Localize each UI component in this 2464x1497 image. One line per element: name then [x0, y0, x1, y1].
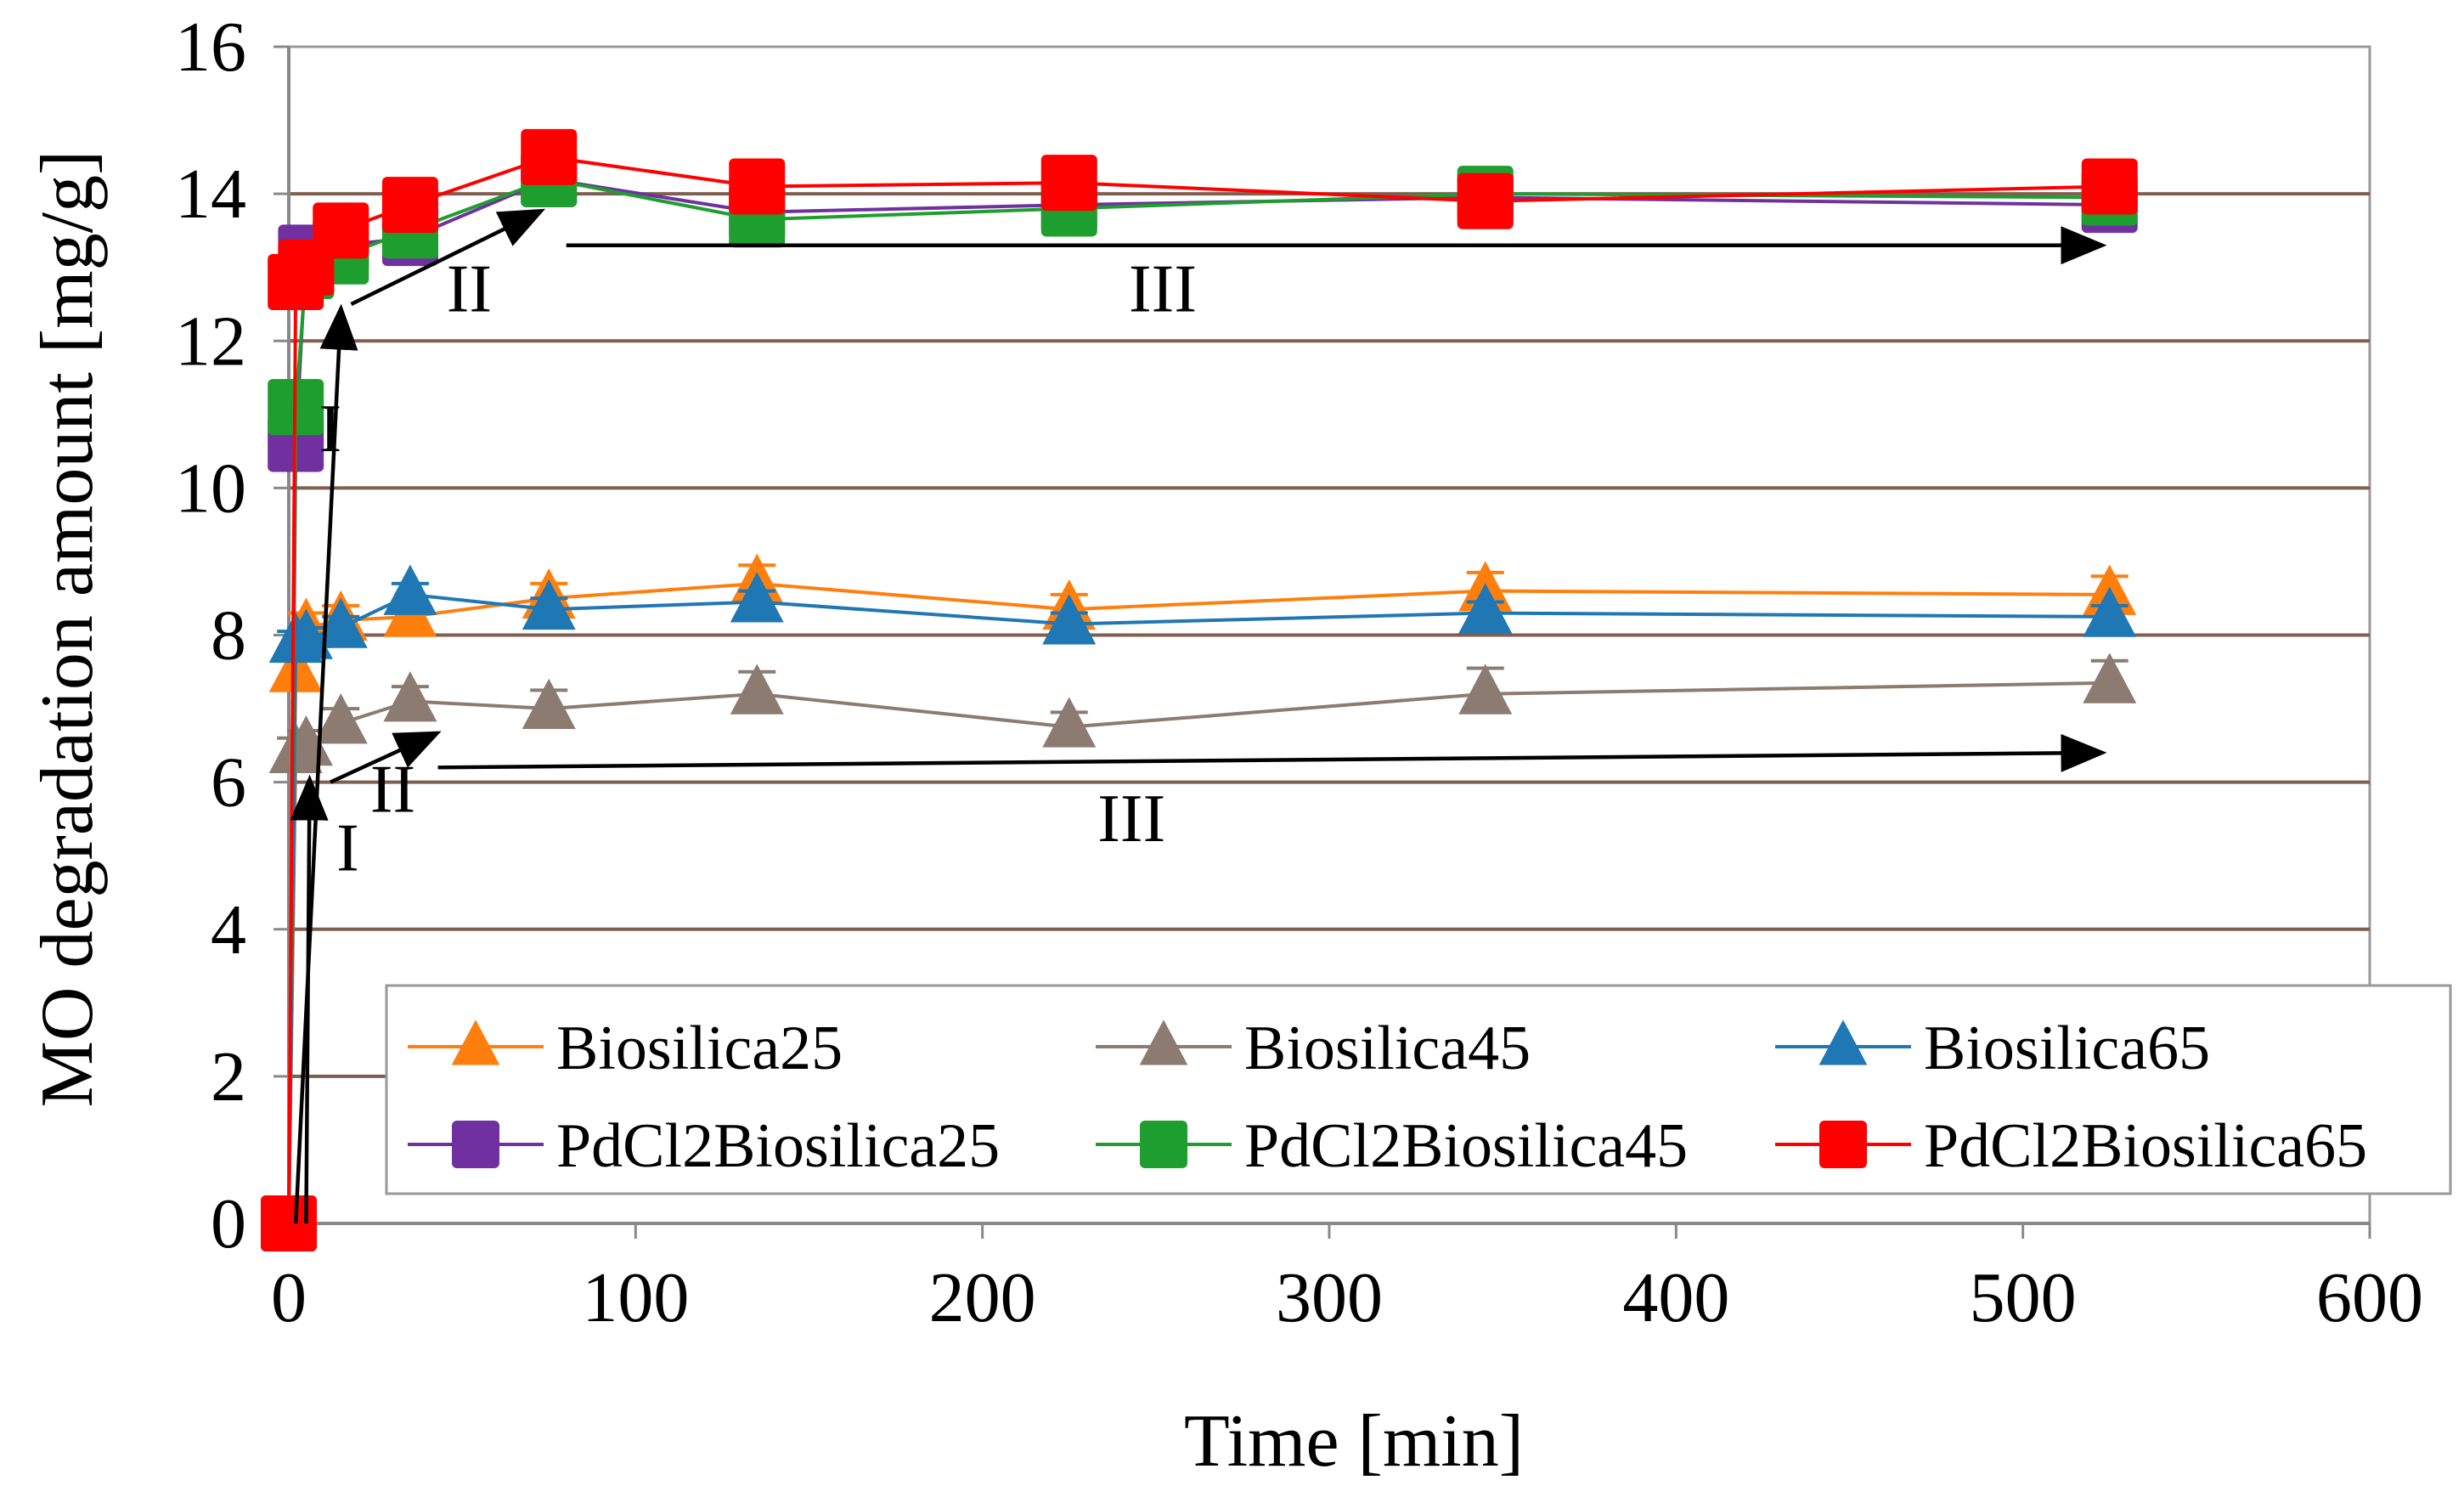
phase-label: I	[319, 392, 342, 466]
series-PdCl2Biosilica65	[261, 128, 2138, 1251]
legend-box	[385, 984, 2452, 1195]
data-point	[313, 597, 368, 648]
x-tick-label: 0	[271, 1258, 307, 1337]
data-point	[2083, 586, 2137, 637]
legend-item: PdCl2Biosilica25	[408, 1111, 1000, 1181]
data-series	[261, 128, 2138, 1251]
data-point	[729, 158, 786, 215]
legend-label: Biosilica65	[1924, 1014, 2210, 1083]
phase-arrow	[437, 733, 2107, 772]
data-point	[522, 678, 576, 730]
data-point	[381, 177, 438, 234]
data-point	[521, 128, 578, 185]
data-point	[730, 664, 784, 715]
phase-label: II	[370, 752, 415, 827]
x-tick-label: 200	[929, 1258, 1036, 1337]
legend-item: PdCl2Biosilica65	[1775, 1111, 2367, 1181]
legend: Biosilica25 Biosilica45 Biosilica65 PdCl2Bi…	[385, 984, 2452, 1195]
legend-label: PdCl2Biosilica45	[1244, 1111, 1688, 1181]
data-point	[1040, 155, 1097, 212]
axes: 0 2 4 6 8 10 12 14 16 0 100 200 300 400 500 600	[175, 8, 2423, 1337]
legend-item: Biosilica45	[1096, 1014, 1531, 1083]
data-point	[1458, 664, 1513, 715]
y-tick-label: 8	[211, 596, 246, 675]
data-point	[2081, 158, 2138, 215]
legend-marker	[1818, 1020, 1868, 1065]
legend-marker	[1819, 1121, 1867, 1168]
legend-label: PdCl2Biosilica25	[556, 1111, 1000, 1181]
data-point	[313, 693, 368, 744]
data-point	[1042, 594, 1097, 645]
legend-item: PdCl2Biosilica45	[1096, 1111, 1688, 1181]
legend-marker	[452, 1121, 499, 1168]
legend-marker	[1139, 1020, 1188, 1065]
x-tick-label: 600	[2316, 1258, 2423, 1337]
phase-arrow	[290, 774, 329, 1224]
y-tick-label: 6	[211, 743, 246, 822]
data-point	[2083, 652, 2137, 703]
y-tick-label: 16	[175, 8, 246, 87]
legend-label: Biosilica45	[1244, 1014, 1531, 1083]
legend-item: Biosilica25	[408, 1014, 843, 1083]
data-point	[383, 564, 437, 615]
legend-label: PdCl2Biosilica65	[1924, 1111, 2367, 1181]
phase-arrow	[350, 208, 546, 306]
phase-arrow	[293, 303, 358, 1224]
phase-label: I	[336, 811, 359, 886]
x-tick-label: 500	[1970, 1258, 2077, 1337]
data-point	[383, 671, 437, 722]
legend-marker	[1140, 1121, 1187, 1168]
y-axis-title: MO degradation amount [mg/g]	[26, 150, 109, 1108]
data-point	[1042, 697, 1097, 748]
y-tick-label: 10	[175, 449, 246, 528]
x-tick-label: 400	[1622, 1258, 1729, 1337]
x-tick-label: 100	[582, 1258, 689, 1337]
y-tick-label: 0	[211, 1184, 246, 1263]
x-tick-label: 300	[1276, 1258, 1383, 1337]
data-point	[730, 572, 784, 623]
data-point	[1457, 172, 1514, 229]
x-axis-title: Time [min]	[1184, 1400, 1524, 1483]
y-tick-label: 14	[175, 155, 246, 234]
data-point	[522, 579, 576, 630]
phase-label: III	[1097, 782, 1165, 856]
series-Biosilica65	[262, 564, 2137, 1244]
y-tick-label: 4	[211, 890, 246, 969]
phase-label: II	[447, 252, 492, 327]
phase-label: III	[1129, 252, 1197, 327]
phase-arrow	[330, 731, 442, 784]
data-point	[261, 1195, 317, 1251]
data-point	[313, 202, 369, 259]
legend-item: Biosilica65	[1775, 1014, 2210, 1083]
y-tick-label: 2	[211, 1037, 246, 1116]
series-line	[287, 177, 2110, 1224]
legend-marker	[451, 1020, 500, 1065]
y-tick-label: 12	[175, 302, 246, 381]
legend-label: Biosilica25	[556, 1014, 843, 1083]
data-point	[1458, 583, 1513, 634]
